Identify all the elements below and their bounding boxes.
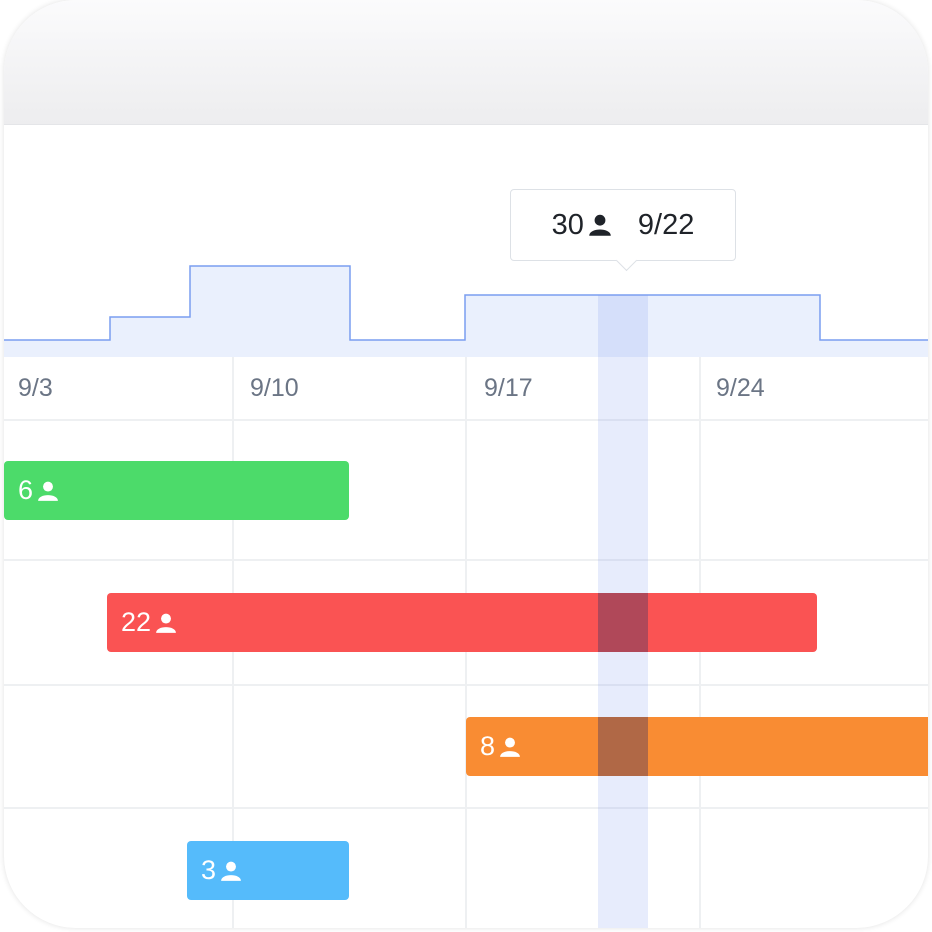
grid-line <box>4 419 928 421</box>
date-label: 9/24 <box>716 374 765 402</box>
task-count: 3 <box>201 855 217 885</box>
task-bar[interactable]: 6 <box>4 461 349 520</box>
tooltip-date: 9/22 <box>637 208 695 241</box>
tooltip: 30 9/22 <box>510 189 736 272</box>
grid-line <box>4 684 928 686</box>
task-bar[interactable]: 22 <box>107 593 817 652</box>
grid-line <box>4 807 928 809</box>
workload-area <box>4 266 928 357</box>
person-icon <box>156 613 176 633</box>
task-bar[interactable]: 8 <box>466 717 928 776</box>
task-count: 6 <box>18 475 34 505</box>
tooltip-count: 30 <box>551 208 584 241</box>
workload-line <box>4 265 928 341</box>
date-label: 9/17 <box>484 374 533 402</box>
date-label: 9/10 <box>250 374 299 402</box>
person-icon <box>38 481 58 501</box>
hover-overlap <box>598 717 648 776</box>
hover-column <box>598 295 648 928</box>
task-count: 22 <box>121 607 152 637</box>
workload-graph <box>4 265 928 357</box>
task-bar[interactable]: 3 <box>187 841 349 900</box>
person-icon <box>589 214 611 236</box>
schedule-card: 9/3 9/10 9/17 9/24 6 22 8 3 30 9/22 <box>4 0 928 928</box>
header <box>4 0 928 125</box>
hover-overlap <box>598 593 648 652</box>
person-icon <box>500 737 520 757</box>
date-label: 9/3 <box>18 374 53 402</box>
person-icon <box>221 861 241 881</box>
grid-line <box>4 559 928 561</box>
task-count: 8 <box>480 731 496 761</box>
